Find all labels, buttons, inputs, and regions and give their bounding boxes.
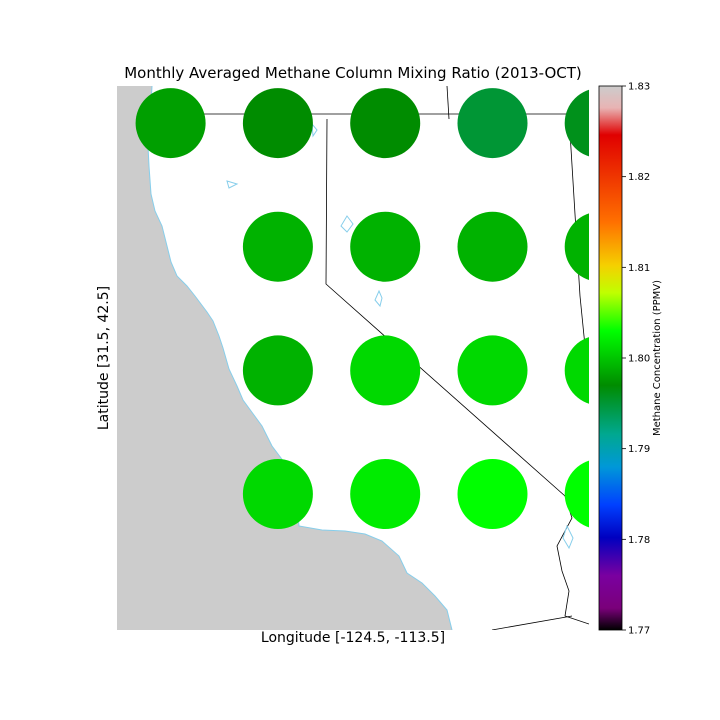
chart-title: Monthly Averaged Methane Column Mixing R…	[124, 64, 582, 82]
colorbar-tick-label: 1.82	[628, 172, 650, 183]
data-point-0	[135, 88, 206, 159]
data-point-13	[242, 459, 313, 529]
data-point-16	[564, 460, 589, 528]
data-point-8	[564, 213, 589, 281]
data-point-4	[564, 89, 589, 157]
data-point-3	[457, 88, 528, 159]
data-points	[135, 88, 589, 529]
lake-tahoe	[374, 289, 383, 308]
inland-lakes	[226, 122, 394, 247]
river-border-colorado	[556, 495, 589, 625]
data-point-10	[350, 335, 421, 406]
data-point-5	[242, 211, 313, 282]
y-axis-label: Latitude [31.5, 42.5]	[96, 285, 112, 431]
colorbar-tick-label: 1.80	[628, 354, 650, 365]
map-panel	[117, 86, 589, 630]
colorbar-label: Methane Concentration (PPMV)	[652, 280, 663, 436]
data-point-6	[350, 211, 421, 282]
data-point-7	[457, 211, 528, 282]
colorbar: 1.77 1.78 1.79 1.80 1.81 1.82 1.83 Methane Con…	[598, 82, 663, 637]
colorbar-tick-label: 1.79	[628, 444, 650, 455]
data-point-11	[457, 335, 528, 406]
state-border-oregon-nevada	[446, 86, 450, 120]
data-point-12	[564, 337, 589, 404]
colorbar-ticks: 1.77 1.78 1.79 1.80 1.81 1.82 1.83	[622, 82, 650, 637]
colorbar-tick-label: 1.83	[628, 82, 650, 93]
coastline	[146, 86, 453, 630]
x-axis-label: Longitude [-124.5, -113.5]	[260, 630, 446, 646]
map-plot	[117, 86, 589, 630]
colorbar-tick-label: 1.81	[628, 263, 650, 274]
salton-sea	[562, 524, 574, 550]
data-point-15	[457, 459, 528, 529]
data-point-14	[350, 459, 421, 529]
colorbar-gradient	[598, 85, 623, 631]
data-point-1	[242, 88, 313, 159]
mexico-border	[491, 615, 573, 630]
colorbar-tick-label: 1.77	[628, 626, 650, 637]
colorbar-tick-label: 1.78	[628, 535, 650, 546]
state-border-ca-nv	[325, 118, 566, 497]
data-point-9	[242, 335, 313, 406]
data-point-2	[350, 88, 421, 159]
